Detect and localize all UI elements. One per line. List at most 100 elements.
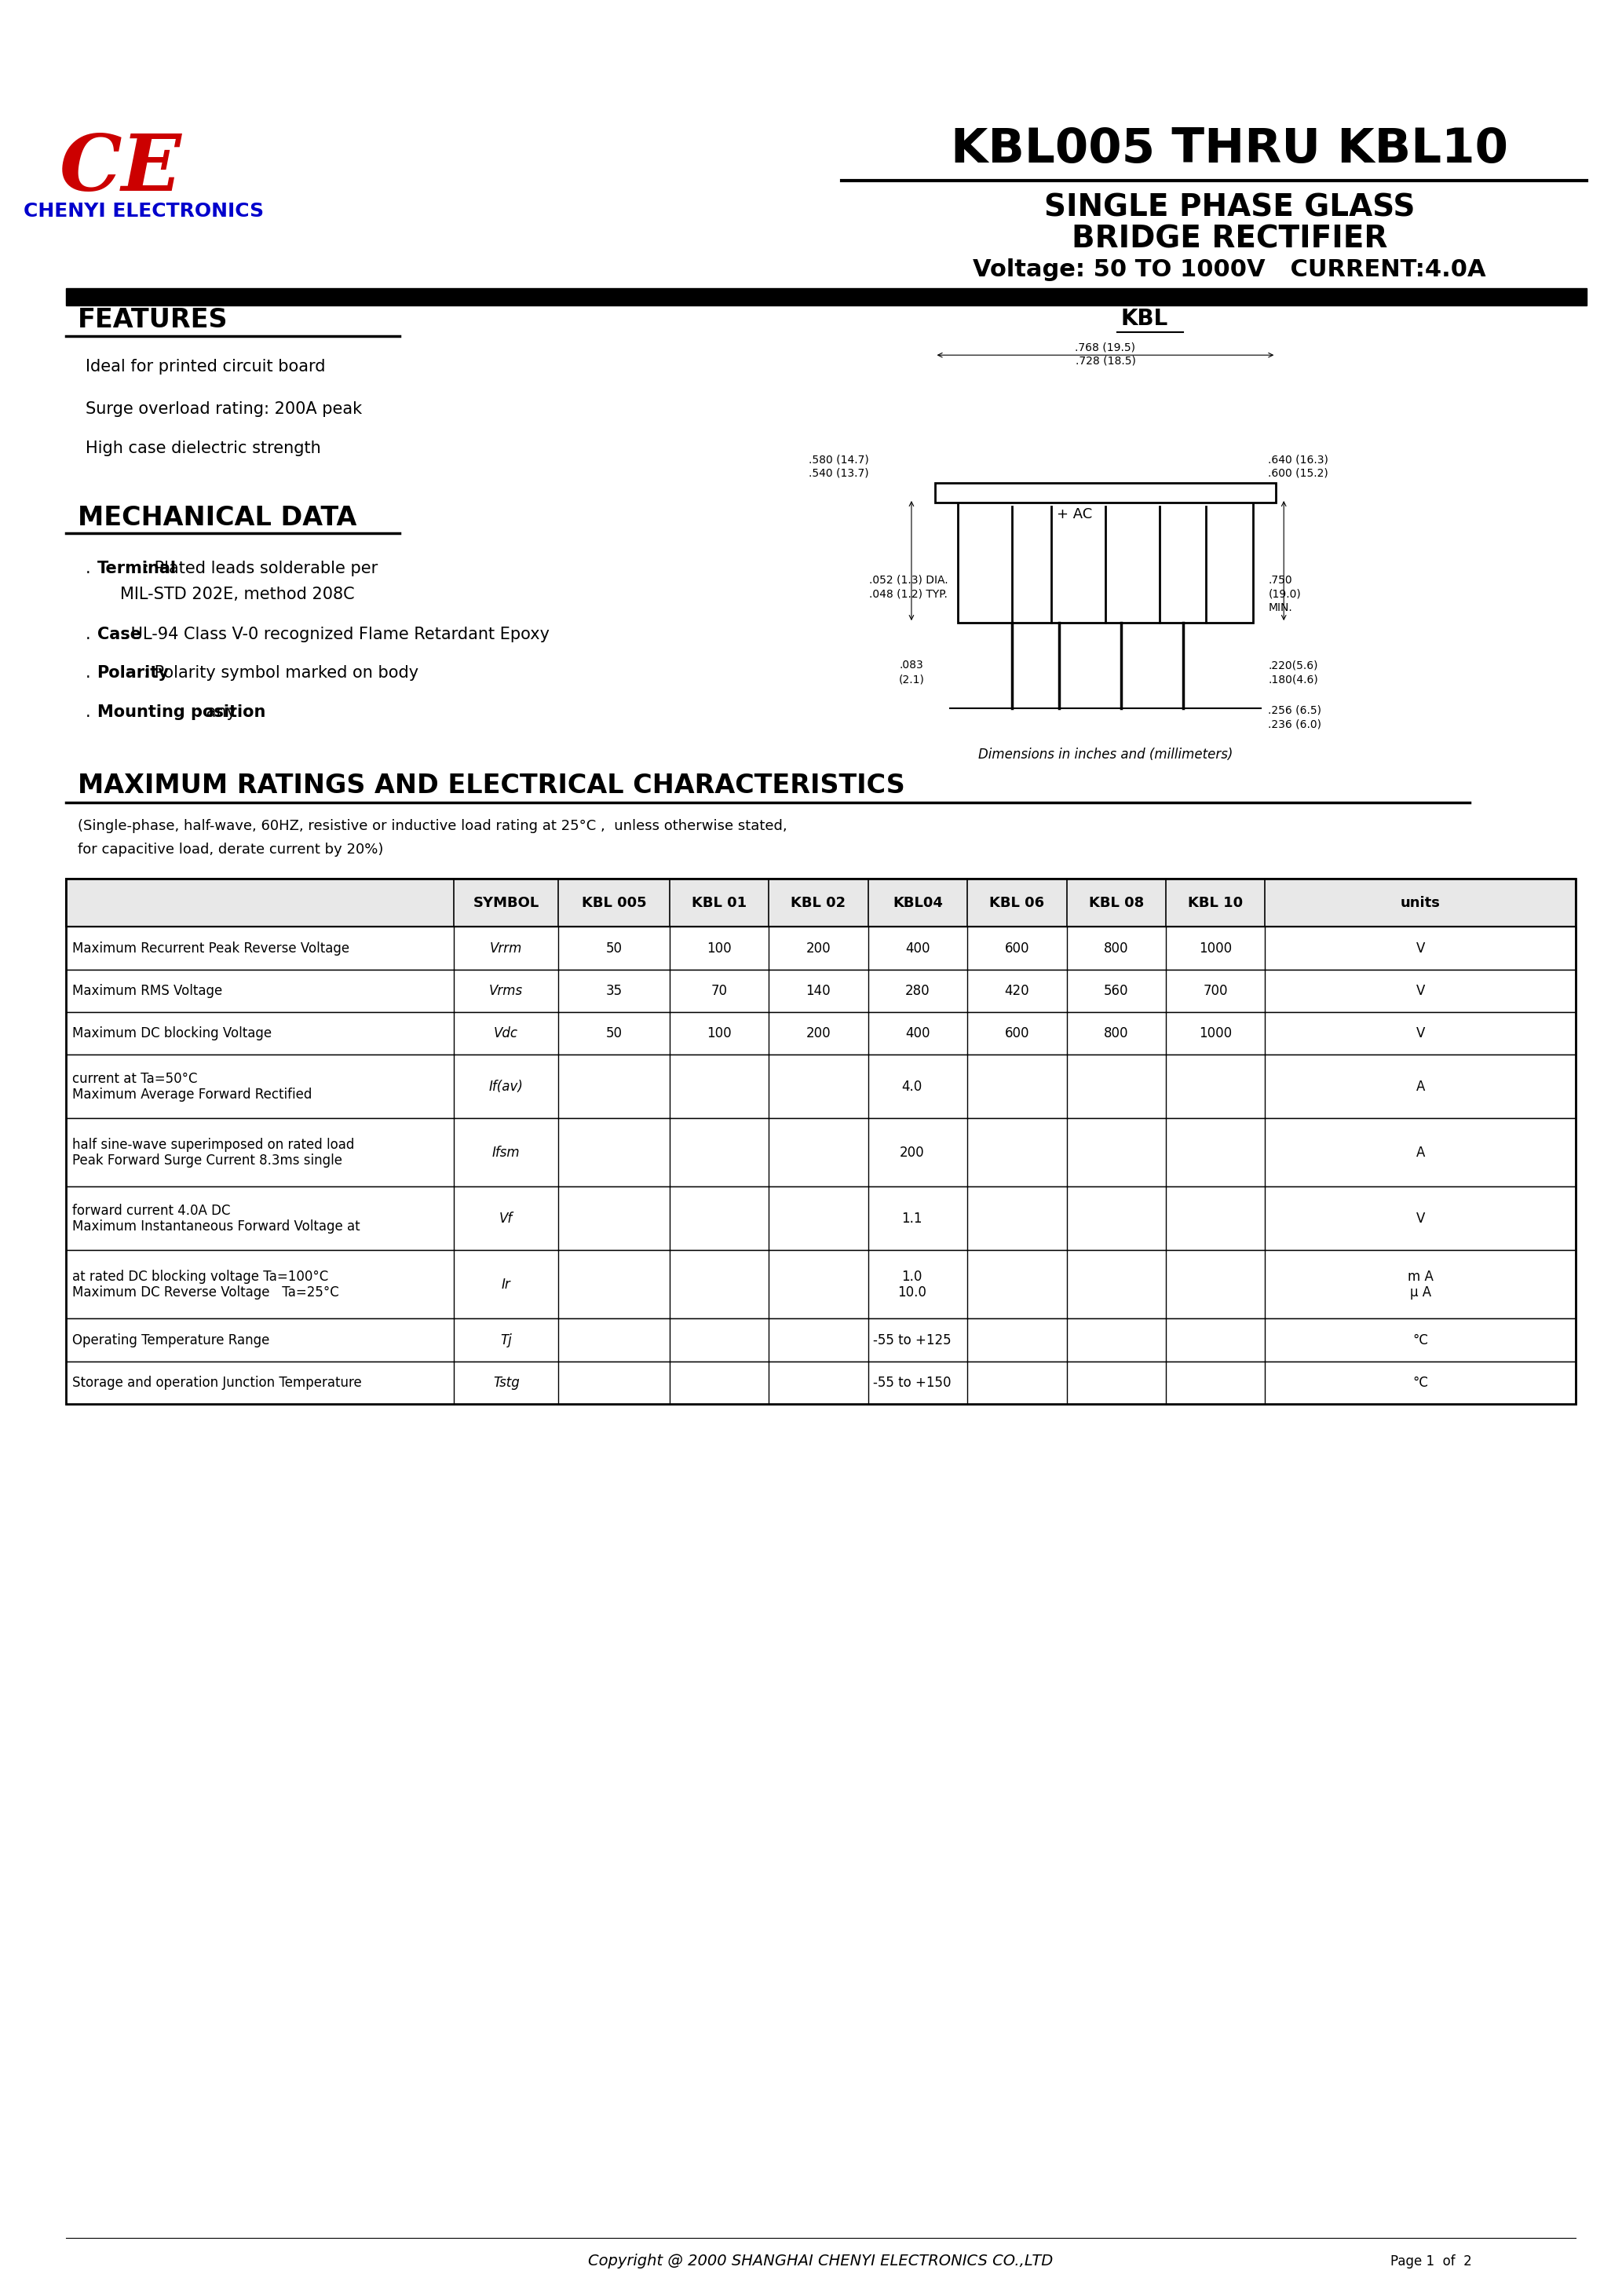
Text: Maximum RMS Voltage: Maximum RMS Voltage [71,983,222,999]
Text: .236 (6.0): .236 (6.0) [1268,719,1322,730]
Text: 35: 35 [605,983,623,999]
Bar [67,1013,1575,1054]
Text: V: V [1416,1212,1424,1226]
Text: 560: 560 [1105,983,1129,999]
Text: Terminal: Terminal [97,560,177,576]
Bar [67,1251,1575,1318]
Text: : any: : any [196,705,237,721]
Text: V: V [1416,983,1424,999]
Text: .728 (18.5): .728 (18.5) [1075,356,1135,365]
Text: 600: 600 [1004,1026,1030,1040]
Text: 100: 100 [707,941,732,955]
Text: 140: 140 [806,983,830,999]
Text: -55 to +125: -55 to +125 [873,1334,950,1348]
Text: .: . [86,627,96,643]
Text: .600 (15.2): .600 (15.2) [1268,468,1328,478]
Text: KBL 08: KBL 08 [1088,895,1144,909]
Text: .540 (13.7): .540 (13.7) [809,468,869,478]
Text: .640 (16.3): .640 (16.3) [1268,455,1328,466]
Text: .083: .083 [899,659,923,670]
Text: Maximum Instantaneous Forward Voltage at: Maximum Instantaneous Forward Voltage at [71,1219,360,1233]
Text: (2.1): (2.1) [899,675,925,684]
Text: half sine-wave superimposed on rated load: half sine-wave superimposed on rated loa… [71,1139,354,1153]
Bar [67,1118,1575,1187]
Text: A: A [1416,1146,1424,1159]
Text: -55 to +150: -55 to +150 [873,1375,950,1389]
Text: Storage and operation Junction Temperature: Storage and operation Junction Temperatu… [71,1375,362,1389]
Text: Polarity: Polarity [97,666,169,682]
Text: High case dielectric strength: High case dielectric strength [86,441,321,457]
Bar [67,1362,1575,1405]
Text: .580 (14.7): .580 (14.7) [808,455,869,466]
Text: Vrrm: Vrrm [490,941,522,955]
Text: 700: 700 [1204,983,1228,999]
Text: 200: 200 [900,1146,925,1159]
Bar [67,289,1586,305]
Text: 400: 400 [905,1026,929,1040]
Text: 1000: 1000 [1199,1026,1233,1040]
Text: μ A: μ A [1410,1286,1431,1300]
Text: + AC: + AC [1056,507,1092,521]
Text: Maximum Average Forward Rectified: Maximum Average Forward Rectified [71,1088,311,1102]
Text: Ifsm: Ifsm [491,1146,521,1159]
Text: .750: .750 [1268,574,1293,585]
Text: Ir: Ir [501,1277,511,1293]
Text: V: V [1416,941,1424,955]
Text: FEATURES: FEATURES [78,308,229,333]
Text: MIL-STD 202E, method 208C: MIL-STD 202E, method 208C [120,585,355,602]
Text: 50: 50 [605,941,623,955]
Text: .: . [86,666,96,682]
Text: If(av): If(av) [488,1079,524,1093]
Text: .: . [86,705,96,721]
Text: 1.1: 1.1 [902,1212,923,1226]
Text: .256 (6.5): .256 (6.5) [1268,705,1322,716]
Text: Tj: Tj [500,1334,513,1348]
Text: Vf: Vf [500,1212,513,1226]
Text: 70: 70 [710,983,727,999]
Text: Dimensions in inches and (millimeters): Dimensions in inches and (millimeters) [978,748,1233,762]
Bar [67,1318,1575,1362]
Text: 200: 200 [806,1026,830,1040]
Text: current at Ta=50°C: current at Ta=50°C [71,1072,198,1086]
Text: 1000: 1000 [1199,941,1233,955]
Text: BRIDGE RECTIFIER: BRIDGE RECTIFIER [1072,223,1387,253]
Text: °C: °C [1413,1375,1427,1389]
Bar [67,879,1575,1405]
Text: : Plated leads solderable per: : Plated leads solderable per [143,560,378,576]
Text: .: . [86,560,96,576]
Text: 10.0: 10.0 [897,1286,926,1300]
Text: Voltage: 50 TO 1000V   CURRENT:4.0A: Voltage: 50 TO 1000V CURRENT:4.0A [973,259,1486,280]
Text: KBL 005: KBL 005 [582,895,647,909]
Text: KBL 10: KBL 10 [1187,895,1242,909]
Text: 1.0: 1.0 [902,1270,923,1283]
Bar [934,482,1277,503]
Text: .220(5.6): .220(5.6) [1268,659,1319,670]
Text: CE: CE [58,131,182,207]
Text: Vdc: Vdc [495,1026,519,1040]
Text: m A: m A [1408,1270,1434,1283]
Text: 280: 280 [905,983,929,999]
Text: °C: °C [1413,1334,1427,1348]
Text: Surge overload rating: 200A peak: Surge overload rating: 200A peak [86,402,362,418]
Text: : Polarity symbol marked on body: : Polarity symbol marked on body [143,666,418,682]
Text: Mounting position: Mounting position [97,705,266,721]
Text: units: units [1400,895,1440,909]
Bar [67,1054,1575,1118]
Text: Peak Forward Surge Current 8.3ms single: Peak Forward Surge Current 8.3ms single [71,1153,342,1166]
Text: 400: 400 [905,941,929,955]
Text: .180(4.6): .180(4.6) [1268,675,1319,684]
Text: KBL04: KBL04 [892,895,942,909]
Text: A: A [1416,1079,1424,1093]
Text: 600: 600 [1004,941,1030,955]
Text: 50: 50 [605,1026,623,1040]
Text: 800: 800 [1105,1026,1129,1040]
Bar [67,928,1575,969]
Text: Vrms: Vrms [490,983,522,999]
Bar [67,969,1575,1013]
Text: .052 (1.3) DIA.: .052 (1.3) DIA. [869,574,947,585]
Text: Operating Temperature Range: Operating Temperature Range [71,1334,269,1348]
Text: for capacitive load, derate current by 20%): for capacitive load, derate current by 2… [78,843,383,856]
Text: V: V [1416,1026,1424,1040]
Text: Copyright @ 2000 SHANGHAI CHENYI ELECTRONICS CO.,LTD: Copyright @ 2000 SHANGHAI CHENYI ELECTRO… [589,2255,1053,2268]
Bar [959,498,1252,622]
